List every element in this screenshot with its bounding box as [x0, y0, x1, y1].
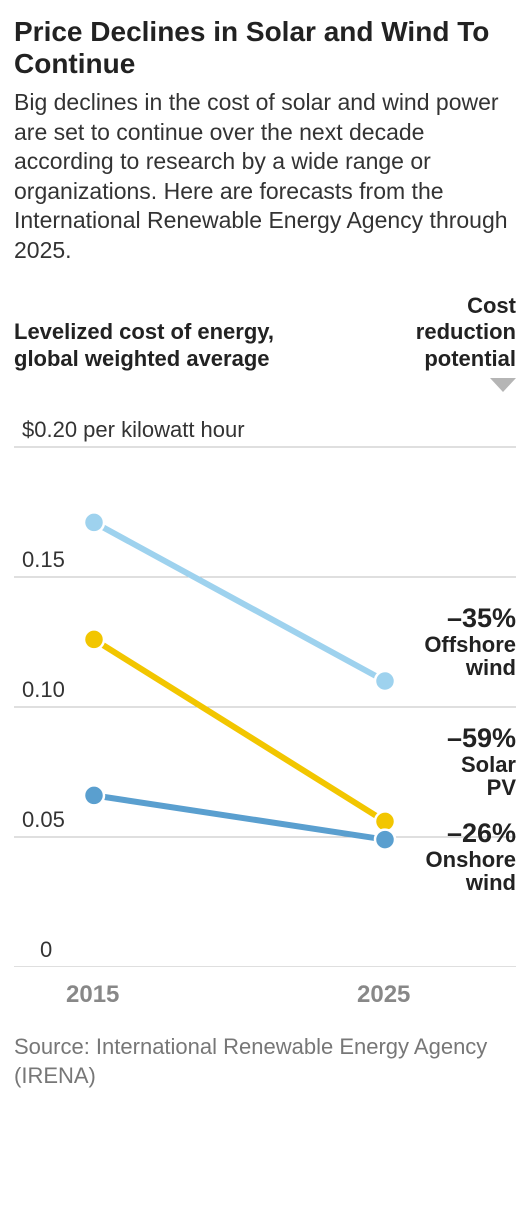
chart-subtitle: Big declines in the cost of solar and wi… — [14, 88, 516, 265]
x-tick-2025: 2025 — [357, 981, 410, 1009]
series-name-onshore: Onshore — [426, 848, 516, 871]
chart-title: Price Declines in Solar and Wind To Cont… — [14, 16, 516, 80]
svg-text:0: 0 — [40, 937, 52, 962]
cost-reduction-header: Cost reduction potential — [416, 293, 516, 372]
y-axis-label-line2: global weighted average — [14, 346, 274, 372]
cost-reduction-header-line2: reduction — [416, 319, 516, 345]
series-pct-onshore: –26% — [426, 819, 516, 847]
cost-reduction-header-line3: potential — [416, 346, 516, 372]
series-name-onshore: wind — [426, 871, 516, 894]
svg-text:0.10: 0.10 — [22, 677, 65, 702]
y-axis-label: Levelized cost of energy, global weighte… — [14, 319, 274, 372]
series-name-offshore: Offshore — [424, 633, 516, 656]
source-attribution: Source: International Renewable Energy A… — [14, 1033, 516, 1090]
series-pct-offshore: –35% — [424, 604, 516, 632]
svg-text:0.15: 0.15 — [22, 547, 65, 572]
svg-text:0.05: 0.05 — [22, 807, 65, 832]
series-label-onshore: –26%Onshorewind — [426, 819, 516, 894]
series-label-solarpv: –59%SolarPV — [447, 724, 516, 799]
down-arrow-icon — [14, 378, 516, 399]
axis-header-row: Levelized cost of energy, global weighte… — [14, 293, 516, 372]
cost-reduction-header-line1: Cost — [416, 293, 516, 319]
x-axis-ticks: 2015 2025 — [14, 981, 516, 1011]
series-name-offshore: wind — [424, 656, 516, 679]
series-pct-solarpv: –59% — [447, 724, 516, 752]
series-name-solarpv: Solar — [447, 753, 516, 776]
series-label-offshore: –35%Offshorewind — [424, 604, 516, 679]
x-tick-2015: 2015 — [66, 981, 119, 1009]
series-name-solarpv: PV — [447, 776, 516, 799]
chart-area: $0.20 per kilowatt hour 0.15 0.10 0.05 0 –35… — [14, 409, 516, 967]
y-axis-label-line1: Levelized cost of energy, — [14, 319, 274, 345]
svg-text:$0.20 per kilowatt hour: $0.20 per kilowatt hour — [22, 417, 245, 442]
